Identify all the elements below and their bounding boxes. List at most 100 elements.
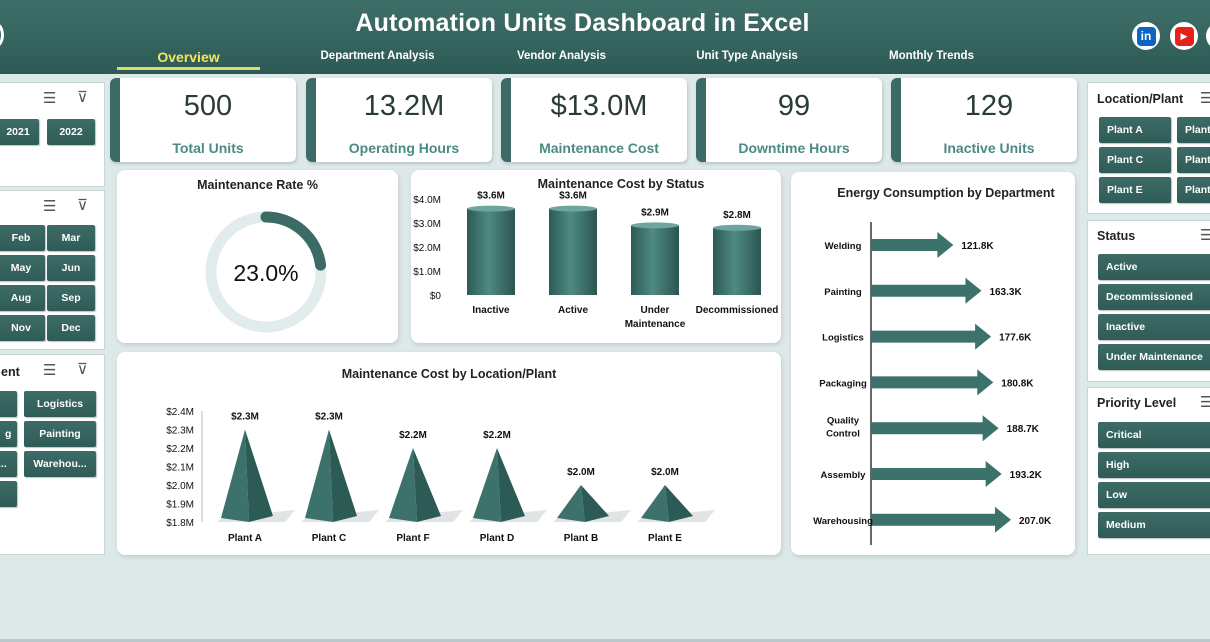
- clear-filter-icon[interactable]: ⊽: [77, 197, 88, 214]
- chart-title: Maintenance Rate %: [197, 178, 318, 192]
- bar-cap: [549, 205, 597, 212]
- kpi-label: Operating Hours: [348, 140, 460, 156]
- slicer-item-decommissioned[interactable]: Decommissioned: [1098, 284, 1210, 310]
- bar: [713, 227, 761, 295]
- slicer-title: ent: [1, 365, 20, 379]
- data-label: $2.3M: [231, 412, 259, 423]
- x-tick-label: Plant B: [564, 533, 598, 544]
- year-slicer: ☰ ⊽ 2021 2022: [0, 82, 105, 187]
- dashboard-header: Automation Units Dashboard in Excel Over…: [0, 0, 1210, 74]
- slicer-item-high[interactable]: High: [1098, 452, 1210, 478]
- slicer-item-feb[interactable]: Feb: [0, 225, 45, 251]
- cost-by-status-chart: $0 $1.0M $2.0M $3.0M $4.0M $3.6M Inactive $3.6M…: [413, 191, 778, 330]
- energy-consumption-chart: 121.8K Welding 163.3K Painting 177.6K Logisti…: [813, 222, 1052, 545]
- pyramid-face-left: [557, 485, 585, 522]
- social-button-partial[interactable]: [1206, 22, 1210, 50]
- bar-cap: [631, 222, 679, 229]
- slicer-item-plant-c[interactable]: Plant C: [1099, 147, 1171, 173]
- data-label: $2.9M: [641, 207, 669, 218]
- linkedin-button[interactable]: in: [1132, 22, 1160, 50]
- tab-unit-type-analysis[interactable]: Unit Type Analysis: [696, 50, 798, 62]
- multi-select-icon[interactable]: ☰: [43, 198, 57, 215]
- slicer-item-under-maintenance[interactable]: Under Maintenance: [1098, 344, 1210, 370]
- multi-select-icon[interactable]: ☰: [1200, 90, 1210, 107]
- y-tick-label: $2.4M: [166, 407, 194, 418]
- x-tick-label: Active: [558, 305, 588, 316]
- pyramid-face-right: [245, 429, 273, 522]
- y-tick-label: $1.8M: [166, 518, 194, 529]
- youtube-button[interactable]: ▶: [1170, 22, 1198, 50]
- slicer-item-painting[interactable]: Painting: [24, 421, 96, 447]
- tab-monthly-trends[interactable]: Monthly Trends: [889, 50, 974, 62]
- bar-cap: [467, 205, 515, 212]
- slicer-item-mar[interactable]: Mar: [47, 225, 95, 251]
- multi-select-icon[interactable]: ☰: [43, 362, 57, 379]
- slicer-item-may[interactable]: May: [0, 255, 45, 281]
- y-tick-label: $0: [430, 291, 442, 302]
- bar: [467, 208, 515, 295]
- kpi-operating-hours: 13.2M Operating Hours: [306, 78, 492, 162]
- y-tick-label: $2.2M: [166, 444, 194, 455]
- slicer-item-active[interactable]: Active: [1098, 254, 1210, 280]
- clear-filter-icon[interactable]: ⊽: [77, 89, 88, 106]
- kpi-stripe: [696, 78, 706, 162]
- multi-select-icon[interactable]: ☰: [1200, 394, 1210, 411]
- slicer-item-medium[interactable]: Medium: [1098, 512, 1210, 538]
- slicer-item-partial[interactable]: [0, 391, 17, 417]
- arrow-bar: [871, 461, 1002, 487]
- slicer-item-sep[interactable]: Sep: [47, 285, 95, 311]
- tab-vendor-analysis[interactable]: Vendor Analysis: [516, 50, 607, 62]
- data-label: $3.6M: [477, 191, 505, 202]
- slicer-item-low[interactable]: Low: [1098, 482, 1210, 508]
- data-label: $2.0M: [567, 467, 595, 478]
- data-label: $2.8M: [723, 210, 751, 221]
- slicer-item-jun[interactable]: Jun: [47, 255, 95, 281]
- bottom-border: [0, 639, 1210, 642]
- slicer-item-inactive[interactable]: Inactive: [1098, 314, 1210, 340]
- data-label: $3.6M: [559, 191, 587, 202]
- category-label: Assembly: [821, 470, 867, 481]
- slicer-item-plant-partial[interactable]: Plant: [1177, 117, 1210, 143]
- slicer-item-warehousing[interactable]: Warehou...: [24, 451, 96, 477]
- slicer-item-aug[interactable]: Aug: [0, 285, 45, 311]
- slicer-item-nov[interactable]: Nov: [0, 315, 45, 341]
- status-slicer: Status ☰ Active Decommissioned Inactive …: [1087, 220, 1210, 382]
- x-tick-label: Maintenance: [625, 319, 686, 330]
- arrow-bar: [871, 369, 994, 396]
- multi-select-icon[interactable]: ☰: [43, 90, 57, 107]
- tab-department-analysis[interactable]: Department Analysis: [320, 50, 435, 62]
- slicer-item-plant-partial[interactable]: Plant: [1177, 147, 1210, 173]
- category-label: Quality: [827, 416, 860, 427]
- category-label: Logistics: [822, 333, 864, 344]
- slicer-item-dec[interactable]: Dec: [47, 315, 95, 341]
- slicer-item-logistics[interactable]: Logistics: [24, 391, 96, 417]
- category-label: Welding: [825, 241, 862, 252]
- tab-overview[interactable]: Overview: [157, 49, 220, 65]
- chart-title: Maintenance Cost by Status: [537, 177, 705, 191]
- youtube-icon: ▶: [1174, 26, 1194, 46]
- donut-progress-arc: [260, 211, 327, 271]
- chart-title: Maintenance Cost by Location/Plant: [341, 367, 557, 381]
- x-tick-label: Inactive: [472, 305, 510, 316]
- slicer-item-partial[interactable]: g: [0, 421, 17, 447]
- kpi-label: Inactive Units: [943, 140, 1035, 156]
- slicer-item-partial[interactable]: ...: [0, 451, 17, 477]
- slicer-item-plant-partial[interactable]: Plant: [1177, 177, 1210, 203]
- slicer-item-plant-e[interactable]: Plant E: [1099, 177, 1171, 203]
- pyramid-face-left: [389, 448, 417, 522]
- energy-consumption-card: Energy Consumption by Department 121.8K W…: [791, 172, 1075, 555]
- clear-filter-icon[interactable]: ⊽: [77, 361, 88, 378]
- multi-select-icon[interactable]: ☰: [1200, 227, 1210, 244]
- pyramid-face-left: [305, 429, 333, 522]
- slicer-item-critical[interactable]: Critical: [1098, 422, 1210, 448]
- data-label: $2.0M: [651, 467, 679, 478]
- y-tick-label: $2.3M: [166, 426, 194, 437]
- slicer-title: Location/Plant: [1097, 92, 1184, 106]
- data-label: 121.8K: [961, 241, 994, 252]
- data-label: 188.7K: [1007, 424, 1040, 435]
- kpi-label: Downtime Hours: [738, 140, 850, 156]
- slicer-item-2021[interactable]: 2021: [0, 119, 39, 145]
- slicer-item-partial[interactable]: [0, 481, 17, 507]
- slicer-item-2022[interactable]: 2022: [47, 119, 95, 145]
- slicer-item-plant-a[interactable]: Plant A: [1099, 117, 1171, 143]
